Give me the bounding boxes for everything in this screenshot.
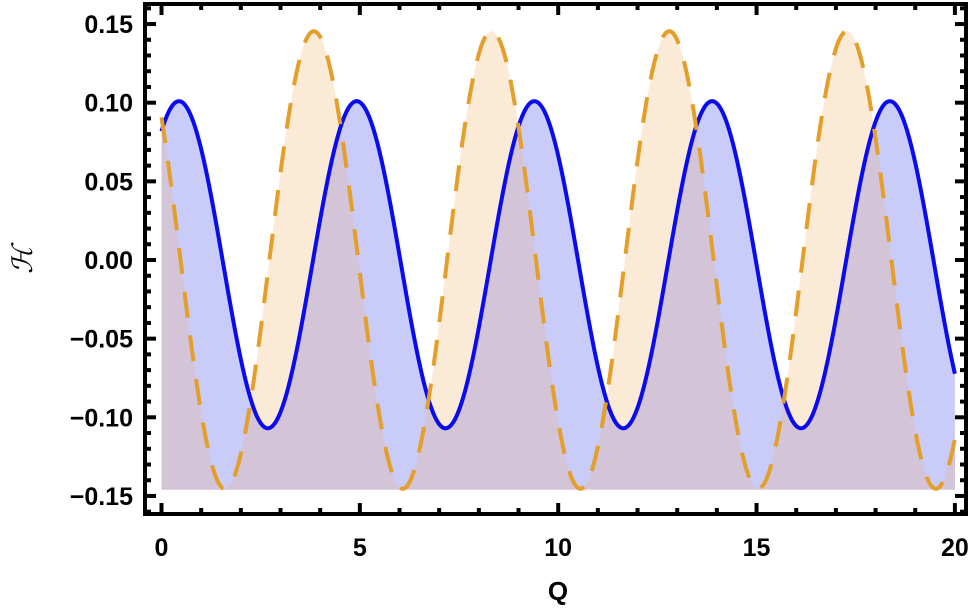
area-fills xyxy=(161,31,955,490)
y-tick-label: 0.10 xyxy=(84,90,133,118)
x-tick-labels: 0 5 10 15 20 xyxy=(155,534,969,562)
series-lines xyxy=(159,29,957,491)
x-tick-label: 0 xyxy=(155,534,169,562)
x-tick-label: 5 xyxy=(353,534,367,562)
y-tick-labels: 0.15 0.10 0.05 0.00 −0.05 −0.10 −0.15 xyxy=(70,11,133,511)
y-tick-label: 0.15 xyxy=(84,11,133,39)
y-axis-title: ℋ xyxy=(6,242,39,274)
x-tick-label: 10 xyxy=(544,534,572,562)
y-tick-label: 0.00 xyxy=(84,247,133,275)
x-tick-label: 20 xyxy=(941,534,969,562)
y-tick-label: −0.05 xyxy=(70,326,133,354)
x-tick-label: 15 xyxy=(743,534,771,562)
y-tick-label: −0.15 xyxy=(70,483,133,511)
y-tick-label: 0.05 xyxy=(84,168,133,196)
y-tick-label: −0.10 xyxy=(70,404,133,432)
overlap-fill xyxy=(161,127,955,490)
series1-line xyxy=(159,99,957,431)
x-axis-title: Q xyxy=(548,576,568,606)
axis-ticks xyxy=(145,4,966,514)
